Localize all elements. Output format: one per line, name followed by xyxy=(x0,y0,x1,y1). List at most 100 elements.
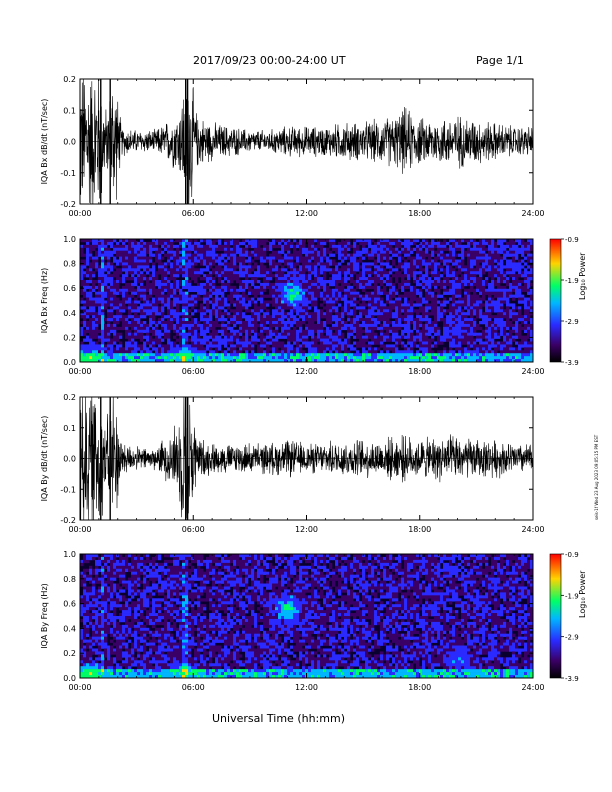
heatmap-cell xyxy=(380,259,384,263)
heatmap-cell xyxy=(281,318,285,322)
heatmap-cell xyxy=(326,297,330,301)
heatmap-cell xyxy=(134,323,138,328)
heatmap-cell xyxy=(203,347,207,351)
heatmap-cell xyxy=(257,239,261,243)
heatmap-cell xyxy=(272,359,276,363)
heatmap-cell xyxy=(197,335,201,339)
heatmap-cell xyxy=(95,326,99,331)
heatmap-cell xyxy=(125,288,129,293)
heatmap-cell xyxy=(83,294,87,298)
heatmap-cell xyxy=(245,335,249,339)
heatmap-cell xyxy=(278,274,282,278)
heatmap-cell xyxy=(125,321,129,325)
heatmap-cell xyxy=(371,309,375,313)
heatmap-cell xyxy=(386,241,390,246)
heatmap-cell xyxy=(188,253,192,257)
heatmap-cell xyxy=(245,294,249,298)
heatmap-cell xyxy=(395,241,399,246)
heatmap-cell xyxy=(269,300,273,304)
heatmap-cell xyxy=(440,282,444,287)
heatmap-cell xyxy=(389,294,393,298)
heatmap-cell xyxy=(371,326,375,331)
heatmap-cell xyxy=(365,326,369,331)
heatmap-cell xyxy=(431,274,435,278)
heatmap-cell xyxy=(314,306,318,310)
heatmap-cell xyxy=(392,359,396,363)
heatmap-cell xyxy=(176,350,180,354)
heatmap-cell xyxy=(347,247,351,252)
heatmap-cell xyxy=(449,253,453,257)
heatmap-cell xyxy=(113,265,117,269)
heatmap-cell xyxy=(149,359,153,363)
heatmap-cell xyxy=(362,321,366,325)
heatmap-cell xyxy=(494,241,498,246)
heatmap-cell xyxy=(329,282,333,287)
heatmap-cell xyxy=(203,277,207,281)
heatmap-cell xyxy=(278,271,282,275)
heatmap-cell xyxy=(320,341,324,345)
heatmap-cell xyxy=(371,306,375,310)
heatmap-cell xyxy=(371,315,375,319)
heatmap-cell xyxy=(245,268,249,272)
heatmap-cell xyxy=(269,247,273,252)
heatmap-cell xyxy=(317,262,321,266)
heatmap-cell xyxy=(176,256,180,260)
heatmap-cell xyxy=(335,350,339,354)
heatmap-cell xyxy=(473,253,477,257)
heatmap-cell xyxy=(482,241,486,246)
heatmap-cell xyxy=(185,344,189,348)
heatmap-cell xyxy=(323,262,327,266)
heatmap-cell xyxy=(284,247,288,252)
heatmap-cell xyxy=(128,306,132,310)
heatmap-cell xyxy=(416,297,420,301)
heatmap-cell xyxy=(134,247,138,252)
heatmap-cell xyxy=(128,277,132,281)
heatmap-cell xyxy=(278,297,282,301)
heatmap-cell xyxy=(251,359,255,363)
heatmap-cell xyxy=(335,359,339,363)
heatmap-cell xyxy=(440,244,444,249)
heatmap-cell xyxy=(188,282,192,287)
heatmap-cell xyxy=(185,347,189,351)
heatmap-cell xyxy=(455,271,459,275)
heatmap-cell xyxy=(254,326,258,331)
heatmap-cell xyxy=(365,332,369,336)
heatmap-cell xyxy=(203,318,207,322)
heatmap-cell xyxy=(434,353,438,357)
heatmap-cell xyxy=(365,359,369,363)
heatmap-cell xyxy=(86,253,90,257)
heatmap-cell xyxy=(371,329,375,334)
heatmap-cell xyxy=(161,250,165,254)
heatmap-cell xyxy=(278,256,282,260)
heatmap-cell xyxy=(203,250,207,254)
heatmap-cell xyxy=(461,239,465,243)
heatmap-cell xyxy=(287,326,291,331)
heatmap-cell xyxy=(287,262,291,266)
heatmap-cell xyxy=(158,265,162,269)
heatmap-cell xyxy=(452,288,456,293)
heatmap-cell xyxy=(131,350,135,354)
heatmap-cell xyxy=(200,347,204,351)
heatmap-cell xyxy=(158,294,162,298)
heatmap-cell xyxy=(110,244,114,249)
heatmap-cell xyxy=(89,291,93,295)
heatmap-cell xyxy=(101,303,105,307)
heatmap-cell xyxy=(347,271,351,275)
heatmap-cell xyxy=(323,288,327,293)
heatmap-cell xyxy=(92,321,96,325)
heatmap-cell xyxy=(428,253,432,257)
heatmap-cell xyxy=(299,353,303,357)
heatmap-cell xyxy=(233,329,237,334)
heatmap-cell xyxy=(287,321,291,325)
heatmap-cell xyxy=(326,335,330,339)
heatmap-cell xyxy=(380,268,384,272)
heatmap-cell xyxy=(176,315,180,319)
heatmap-cell xyxy=(212,332,216,336)
heatmap-cell xyxy=(458,356,462,360)
heatmap-cell xyxy=(395,265,399,269)
heatmap-cell xyxy=(341,280,345,284)
heatmap-cell xyxy=(275,335,279,339)
heatmap-cell xyxy=(359,323,363,328)
heatmap-cell xyxy=(221,323,225,328)
heatmap-cell xyxy=(467,277,471,281)
